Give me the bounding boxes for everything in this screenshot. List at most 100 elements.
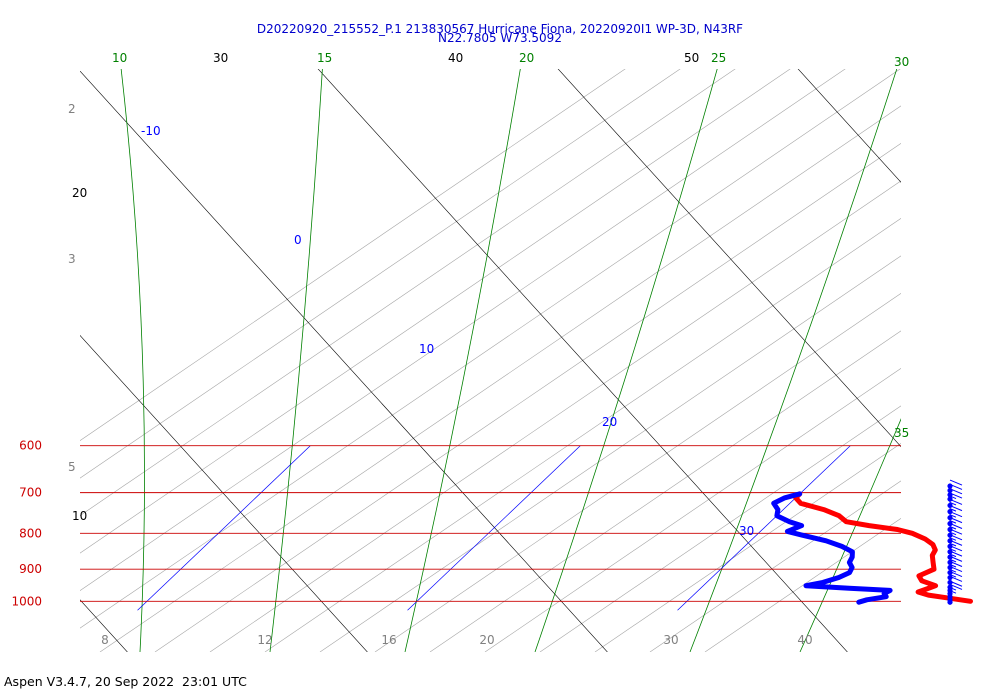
moist-adiabat-line: [99, 105, 901, 652]
wind-barb-dot: [947, 496, 953, 502]
dry-adiabat-label: 30: [213, 51, 228, 65]
wind-barb-half: [949, 514, 957, 518]
moist-adiabat-label: 5: [68, 460, 76, 474]
moist-adiabat-line: [484, 368, 901, 652]
wind-barb-flag: [949, 479, 963, 486]
isotherm-label: 30: [739, 524, 754, 538]
wind-barb-half: [949, 569, 957, 573]
moist-adiabat-line: [539, 405, 901, 652]
dry-adiabat-line: [797, 69, 901, 183]
mixing-ratio-line: [120, 69, 145, 652]
wind-barb: [947, 517, 963, 527]
dry-adiabat-line: [317, 69, 848, 652]
dry-adiabat-label: 50: [684, 51, 699, 65]
pressure-label: 900: [19, 562, 42, 576]
temperature-profile: [793, 491, 973, 604]
bottom-axis-label: 20: [479, 633, 494, 647]
moist-adiabat-line: [80, 69, 846, 591]
wind-barb-dot: [947, 509, 953, 515]
dry-adiabat-line: [80, 70, 608, 652]
mixing-ratio-label: 10: [112, 51, 127, 65]
chart-title: D20220920_215552_P.1 213830567 Hurricane…: [257, 22, 743, 36]
footer-text: Aspen V3.4.7, 20 Sep 2022 23:01 UTC: [4, 674, 247, 689]
wind-barb-dot: [947, 538, 953, 544]
wind-barb-dot: [947, 564, 953, 571]
wind-barb-half: [949, 542, 957, 547]
profiles: [771, 491, 973, 605]
wind-barb-dot: [947, 574, 953, 581]
wind-barb-dot: [947, 559, 953, 565]
dry-adiabat-label: 20: [72, 186, 87, 200]
bottom-axis-label: 30: [663, 633, 678, 647]
wind-barb-half: [949, 520, 957, 524]
wind-barb-half: [949, 537, 957, 541]
moist-adiabat-line: [209, 180, 901, 652]
dry-adiabat-line: [80, 334, 368, 652]
moist-adiabat-line: [264, 218, 901, 652]
moist-adiabat-line: [319, 255, 901, 652]
wind-barb-half: [949, 558, 957, 563]
wind-barb-dot: [947, 502, 953, 509]
dry-adiabat-label: 10: [72, 509, 87, 523]
moist-adiabat-line: [594, 443, 901, 652]
wind-barb-dot: [947, 483, 953, 489]
moist-adiabat-label: 3: [68, 252, 76, 266]
isotherm-line: [137, 445, 311, 611]
pressure-label: 1000: [11, 594, 42, 608]
moist-adiabat-line: [429, 330, 901, 652]
mixing-ratio-line: [799, 418, 901, 652]
chart-subtitle: N22.7805 W73.5092: [438, 31, 562, 45]
mixing-ratio-label: 20: [519, 51, 534, 65]
wind-barb-dot: [947, 521, 953, 527]
wind-barb-dot: [947, 492, 953, 498]
moist-adiabat-line: [80, 69, 791, 554]
wind-barb-dot: [947, 584, 953, 590]
wind-barb-flag: [949, 583, 963, 590]
pressure-label: 600: [19, 439, 42, 453]
isotherm-label: -10: [141, 124, 161, 138]
mixing-ratio-line: [534, 69, 718, 652]
wind-barb-dot: [947, 515, 953, 521]
wind-barb-dot: [947, 526, 953, 533]
wind-barb-half: [949, 548, 957, 552]
wind-barb-dot: [947, 554, 953, 560]
moist-adiabat-line: [80, 69, 901, 629]
moist-adiabat-line: [80, 69, 626, 441]
grid: [80, 69, 1000, 652]
wind-barb-half: [949, 508, 957, 512]
moist-adiabat-line: [80, 69, 736, 516]
isotherm-line: [407, 445, 581, 611]
mixing-ratio-label: 15: [317, 51, 332, 65]
dry-adiabat-line: [557, 69, 901, 448]
mixing-ratio-label: 25: [711, 51, 726, 65]
wind-barb-half: [949, 564, 957, 568]
dewpoint-profile: [771, 491, 893, 605]
moist-adiabat-label: 2: [68, 102, 76, 116]
bottom-axis-label: 40: [797, 633, 812, 647]
moist-adiabat-line: [154, 143, 901, 652]
wind-barb: [947, 555, 963, 565]
wind-barb-dot: [947, 579, 953, 586]
dry-adiabat-line: [80, 599, 128, 652]
mixing-ratio-line: [269, 69, 323, 652]
mixing-ratio-label: 30: [894, 55, 909, 69]
moist-adiabat-line: [649, 480, 901, 652]
dry-adiabat-label: 40: [448, 51, 463, 65]
bottom-axis-label: 16: [381, 633, 396, 647]
isotherm-label: 0: [294, 233, 302, 247]
bottom-axis-label: 12: [257, 633, 272, 647]
isotherm-label: 20: [602, 415, 617, 429]
wind-barb-dot: [947, 532, 953, 538]
wind-barb-half: [949, 501, 957, 506]
mixing-ratio-line: [404, 69, 521, 652]
wind-barb-half: [949, 526, 957, 530]
isotherm-label: 10: [419, 342, 434, 356]
wind-barb: [947, 479, 963, 489]
wind-barb-dot: [947, 487, 953, 494]
wind-barb-half: [949, 531, 957, 536]
moist-adiabat-line: [80, 69, 681, 479]
wind-barb-dot: [947, 543, 953, 549]
isotherm-line: [948, 446, 1000, 611]
pressure-label: 800: [19, 526, 42, 540]
